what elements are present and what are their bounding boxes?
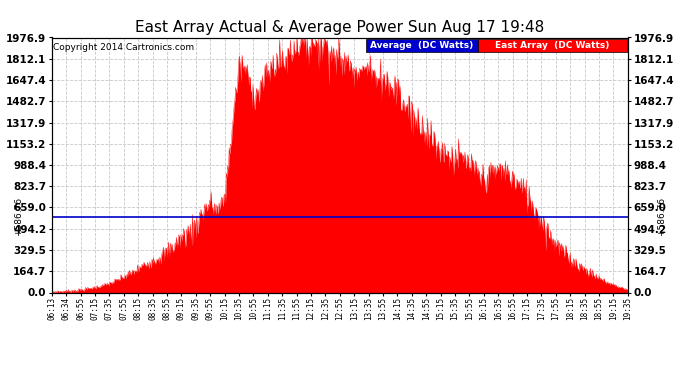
Text: East Array  (DC Watts): East Array (DC Watts): [495, 41, 609, 50]
Text: Copyright 2014 Cartronics.com: Copyright 2014 Cartronics.com: [53, 43, 194, 52]
Text: +586.76: +586.76: [657, 197, 666, 236]
FancyBboxPatch shape: [478, 39, 627, 51]
Text: Average  (DC Watts): Average (DC Watts): [371, 41, 473, 50]
FancyBboxPatch shape: [366, 39, 478, 51]
Title: East Array Actual & Average Power Sun Aug 17 19:48: East Array Actual & Average Power Sun Au…: [135, 20, 544, 35]
Text: +586.76: +586.76: [14, 197, 23, 236]
